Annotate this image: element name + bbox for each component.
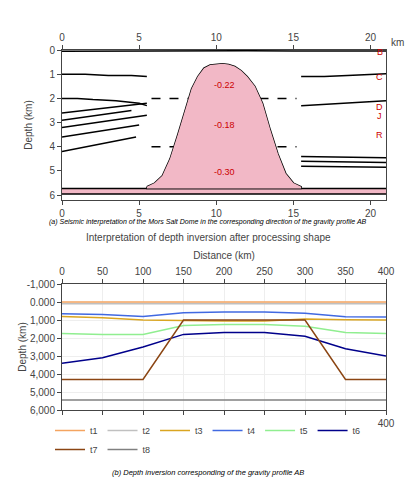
- svg-text:Interpretation of depth invers: Interpretation of depth inversion after …: [86, 232, 331, 243]
- svg-text:350: 350: [337, 266, 354, 277]
- svg-text:400: 400: [378, 418, 395, 429]
- svg-text:4: 4: [49, 141, 55, 152]
- svg-text:2: 2: [49, 93, 55, 104]
- svg-text:Depth (km): Depth (km): [17, 322, 28, 371]
- svg-text:t2: t2: [143, 426, 151, 436]
- svg-text:100: 100: [135, 266, 152, 277]
- svg-text:D: D: [376, 102, 383, 112]
- svg-text:5: 5: [136, 208, 142, 219]
- svg-text:t6: t6: [353, 426, 361, 436]
- svg-text:-0.18: -0.18: [214, 120, 235, 130]
- svg-text:3: 3: [49, 117, 55, 128]
- svg-text:6,000: 6,000: [30, 405, 55, 416]
- svg-text:Depth (km): Depth (km): [23, 100, 34, 149]
- svg-text:20: 20: [365, 208, 377, 219]
- svg-text:400: 400: [378, 266, 395, 277]
- svg-text:50: 50: [97, 266, 109, 277]
- svg-text:J: J: [377, 111, 382, 121]
- svg-text:15: 15: [288, 32, 300, 43]
- svg-text:4,000: 4,000: [30, 369, 55, 380]
- svg-text:(b) Depth inversion correspond: (b) Depth inversion corresponding of the…: [112, 468, 304, 477]
- svg-text:-0.30: -0.30: [214, 167, 235, 177]
- svg-text:t5: t5: [300, 426, 308, 436]
- svg-text:0: 0: [49, 45, 55, 56]
- svg-text:200: 200: [216, 266, 233, 277]
- svg-text:t7: t7: [90, 445, 98, 455]
- svg-text:15: 15: [288, 208, 300, 219]
- svg-text:300: 300: [297, 266, 314, 277]
- svg-text:20: 20: [365, 32, 377, 43]
- svg-text:3,000: 3,000: [30, 351, 55, 362]
- svg-text:t4: t4: [248, 426, 256, 436]
- svg-text:t3: t3: [195, 426, 203, 436]
- svg-text:-1,000: -1,000: [27, 279, 56, 290]
- svg-text:1,000: 1,000: [30, 315, 55, 326]
- svg-text:t1: t1: [90, 426, 98, 436]
- svg-text:5: 5: [49, 165, 55, 176]
- svg-text:t8: t8: [143, 445, 151, 455]
- svg-text:R: R: [376, 130, 383, 140]
- svg-text:0: 0: [59, 32, 65, 43]
- svg-text:(a) Seismic interpretation of: (a) Seismic interpretation of the Mors S…: [49, 218, 367, 226]
- svg-text:2,000: 2,000: [30, 333, 55, 344]
- svg-text:1: 1: [49, 69, 55, 80]
- svg-text:10: 10: [211, 32, 223, 43]
- svg-text:0.000: 0.000: [30, 297, 55, 308]
- svg-text:250: 250: [256, 266, 273, 277]
- svg-text:6: 6: [49, 190, 55, 201]
- svg-text:B: B: [377, 47, 383, 57]
- svg-text:0: 0: [59, 208, 65, 219]
- svg-text:0: 0: [59, 266, 65, 277]
- svg-text:Distance (km): Distance (km): [193, 250, 255, 261]
- svg-text:C: C: [376, 72, 383, 82]
- svg-text:5,000: 5,000: [30, 387, 55, 398]
- svg-text:-0.22: -0.22: [214, 80, 235, 90]
- svg-text:150: 150: [175, 266, 192, 277]
- svg-text:5: 5: [136, 32, 142, 43]
- svg-text:km: km: [391, 37, 404, 48]
- svg-text:10: 10: [211, 208, 223, 219]
